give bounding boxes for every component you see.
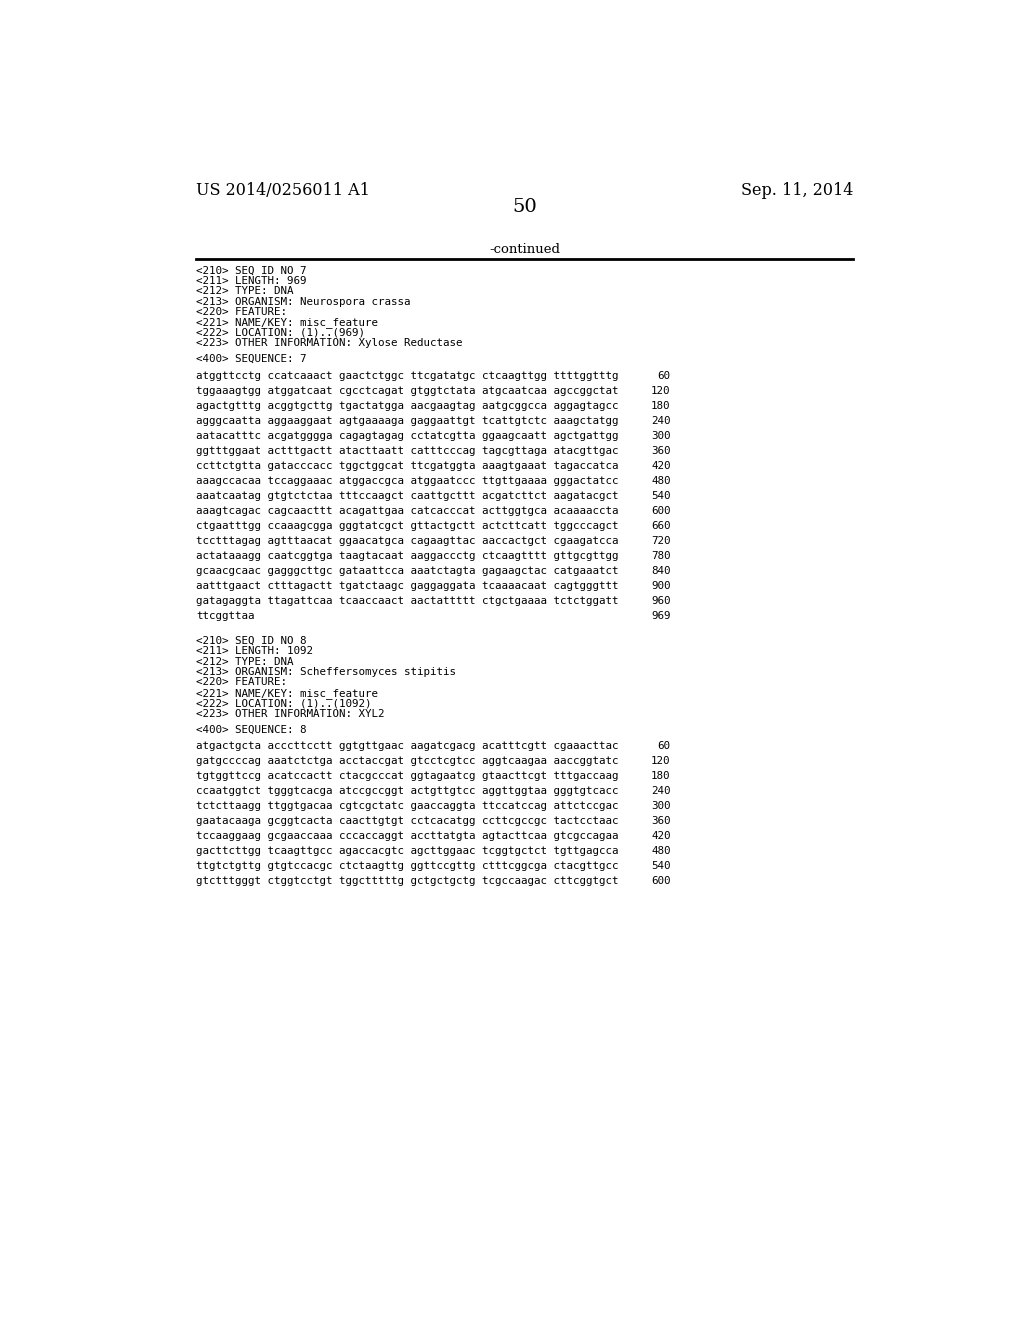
Text: Sep. 11, 2014: Sep. 11, 2014 <box>741 182 853 198</box>
Text: <213> ORGANISM: Scheffersomyces stipitis: <213> ORGANISM: Scheffersomyces stipitis <box>197 667 457 677</box>
Text: 600: 600 <box>651 506 671 516</box>
Text: ttcggttaa: ttcggttaa <box>197 611 255 620</box>
Text: 240: 240 <box>651 416 671 425</box>
Text: 60: 60 <box>657 371 671 380</box>
Text: 660: 660 <box>651 520 671 531</box>
Text: aaatcaatag gtgtctctaa tttccaagct caattgcttt acgatcttct aagatacgct: aaatcaatag gtgtctctaa tttccaagct caattgc… <box>197 491 618 500</box>
Text: 540: 540 <box>651 861 671 871</box>
Text: <400> SEQUENCE: 7: <400> SEQUENCE: 7 <box>197 354 307 364</box>
Text: gcaacgcaac gagggcttgc gataattcca aaatctagta gagaagctac catgaaatct: gcaacgcaac gagggcttgc gataattcca aaatcta… <box>197 566 618 576</box>
Text: 240: 240 <box>651 785 671 796</box>
Text: ccttctgtta gatacccacc tggctggcat ttcgatggta aaagtgaaat tagaccatca: ccttctgtta gatacccacc tggctggcat ttcgatg… <box>197 461 618 471</box>
Text: gatgccccag aaatctctga acctaccgat gtcctcgtcc aggtcaagaa aaccggtatc: gatgccccag aaatctctga acctaccgat gtcctcg… <box>197 756 618 766</box>
Text: <400> SEQUENCE: 8: <400> SEQUENCE: 8 <box>197 725 307 734</box>
Text: <212> TYPE: DNA: <212> TYPE: DNA <box>197 286 294 296</box>
Text: <221> NAME/KEY: misc_feature: <221> NAME/KEY: misc_feature <box>197 317 378 329</box>
Text: aaagtcagac cagcaacttt acagattgaa catcacccat acttggtgca acaaaaccta: aaagtcagac cagcaacttt acagattgaa catcacc… <box>197 506 618 516</box>
Text: 420: 420 <box>651 832 671 841</box>
Text: <220> FEATURE:: <220> FEATURE: <box>197 308 287 317</box>
Text: 180: 180 <box>651 400 671 411</box>
Text: 300: 300 <box>651 801 671 810</box>
Text: aatacatttc acgatgggga cagagtagag cctatcgtta ggaagcaatt agctgattgg: aatacatttc acgatgggga cagagtagag cctatcg… <box>197 430 618 441</box>
Text: ctgaatttgg ccaaagcgga gggtatcgct gttactgctt actcttcatt tggcccagct: ctgaatttgg ccaaagcgga gggtatcgct gttactg… <box>197 520 618 531</box>
Text: gtctttgggt ctggtcctgt tggctttttg gctgctgctg tcgccaagac cttcggtgct: gtctttgggt ctggtcctgt tggctttttg gctgctg… <box>197 876 618 886</box>
Text: 120: 120 <box>651 756 671 766</box>
Text: <210> SEQ ID NO 7: <210> SEQ ID NO 7 <box>197 265 307 276</box>
Text: 969: 969 <box>651 611 671 620</box>
Text: <211> LENGTH: 1092: <211> LENGTH: 1092 <box>197 647 313 656</box>
Text: tcctttagag agtttaacat ggaacatgca cagaagttac aaccactgct cgaagatcca: tcctttagag agtttaacat ggaacatgca cagaagt… <box>197 536 618 545</box>
Text: ggtttggaat actttgactt atacttaatt catttcccag tagcgttaga atacgttgac: ggtttggaat actttgactt atacttaatt catttcc… <box>197 446 618 455</box>
Text: aatttgaact ctttagactt tgatctaagc gaggaggata tcaaaacaat cagtgggttt: aatttgaact ctttagactt tgatctaagc gaggagg… <box>197 581 618 591</box>
Text: 420: 420 <box>651 461 671 471</box>
Text: 300: 300 <box>651 430 671 441</box>
Text: 780: 780 <box>651 550 671 561</box>
Text: ccaatggtct tgggtcacga atccgccggt actgttgtcc aggttggtaa gggtgtcacc: ccaatggtct tgggtcacga atccgccggt actgttg… <box>197 785 618 796</box>
Text: 540: 540 <box>651 491 671 500</box>
Text: atgactgcta acccttcctt ggtgttgaac aagatcgacg acatttcgtt cgaaacttac: atgactgcta acccttcctt ggtgttgaac aagatcg… <box>197 741 618 751</box>
Text: actataaagg caatcggtga taagtacaat aaggaccctg ctcaagtttt gttgcgttgg: actataaagg caatcggtga taagtacaat aaggacc… <box>197 550 618 561</box>
Text: tctcttaagg ttggtgacaa cgtcgctatc gaaccaggta ttccatccag attctccgac: tctcttaagg ttggtgacaa cgtcgctatc gaaccag… <box>197 801 618 810</box>
Text: ttgtctgttg gtgtccacgc ctctaagttg ggttccgttg ctttcggcga ctacgttgcc: ttgtctgttg gtgtccacgc ctctaagttg ggttccg… <box>197 861 618 871</box>
Text: <212> TYPE: DNA: <212> TYPE: DNA <box>197 656 294 667</box>
Text: 360: 360 <box>651 446 671 455</box>
Text: 360: 360 <box>651 816 671 826</box>
Text: 120: 120 <box>651 385 671 396</box>
Text: tggaaagtgg atggatcaat cgcctcagat gtggtctata atgcaatcaa agccggctat: tggaaagtgg atggatcaat cgcctcagat gtggtct… <box>197 385 618 396</box>
Text: 600: 600 <box>651 876 671 886</box>
Text: 840: 840 <box>651 566 671 576</box>
Text: 60: 60 <box>657 741 671 751</box>
Text: gatagaggta ttagattcaa tcaaccaact aactattttt ctgctgaaaa tctctggatt: gatagaggta ttagattcaa tcaaccaact aactatt… <box>197 595 618 606</box>
Text: aaagccacaa tccaggaaac atggaccgca atggaatccc ttgttgaaaa gggactatcc: aaagccacaa tccaggaaac atggaccgca atggaat… <box>197 475 618 486</box>
Text: -continued: -continued <box>489 243 560 256</box>
Text: 50: 50 <box>512 198 538 216</box>
Text: agggcaatta aggaaggaat agtgaaaaga gaggaattgt tcattgtctc aaagctatgg: agggcaatta aggaaggaat agtgaaaaga gaggaat… <box>197 416 618 425</box>
Text: 720: 720 <box>651 536 671 545</box>
Text: tccaaggaag gcgaaccaaa cccaccaggt accttatgta agtacttcaa gtcgccagaa: tccaaggaag gcgaaccaaa cccaccaggt accttat… <box>197 832 618 841</box>
Text: <221> NAME/KEY: misc_feature: <221> NAME/KEY: misc_feature <box>197 688 378 698</box>
Text: US 2014/0256011 A1: US 2014/0256011 A1 <box>197 182 370 198</box>
Text: atggttcctg ccatcaaact gaactctggc ttcgatatgc ctcaagttgg ttttggtttg: atggttcctg ccatcaaact gaactctggc ttcgata… <box>197 371 618 380</box>
Text: 960: 960 <box>651 595 671 606</box>
Text: <211> LENGTH: 969: <211> LENGTH: 969 <box>197 276 307 286</box>
Text: 480: 480 <box>651 846 671 855</box>
Text: gaatacaaga gcggtcacta caacttgtgt cctcacatgg ccttcgccgc tactcctaac: gaatacaaga gcggtcacta caacttgtgt cctcaca… <box>197 816 618 826</box>
Text: <223> OTHER INFORMATION: Xylose Reductase: <223> OTHER INFORMATION: Xylose Reductas… <box>197 338 463 348</box>
Text: gacttcttgg tcaagttgcc agaccacgtc agcttggaac tcggtgctct tgttgagcca: gacttcttgg tcaagttgcc agaccacgtc agcttgg… <box>197 846 618 855</box>
Text: <213> ORGANISM: Neurospora crassa: <213> ORGANISM: Neurospora crassa <box>197 297 411 306</box>
Text: agactgtttg acggtgcttg tgactatgga aacgaagtag aatgcggcca aggagtagcc: agactgtttg acggtgcttg tgactatgga aacgaag… <box>197 400 618 411</box>
Text: <223> OTHER INFORMATION: XYL2: <223> OTHER INFORMATION: XYL2 <box>197 709 385 718</box>
Text: <222> LOCATION: (1)..(969): <222> LOCATION: (1)..(969) <box>197 327 366 338</box>
Text: <210> SEQ ID NO 8: <210> SEQ ID NO 8 <box>197 636 307 645</box>
Text: 180: 180 <box>651 771 671 781</box>
Text: <220> FEATURE:: <220> FEATURE: <box>197 677 287 688</box>
Text: 900: 900 <box>651 581 671 591</box>
Text: tgtggttccg acatccactt ctacgcccat ggtagaatcg gtaacttcgt tttgaccaag: tgtggttccg acatccactt ctacgcccat ggtagaa… <box>197 771 618 781</box>
Text: 480: 480 <box>651 475 671 486</box>
Text: <222> LOCATION: (1)..(1092): <222> LOCATION: (1)..(1092) <box>197 698 372 708</box>
